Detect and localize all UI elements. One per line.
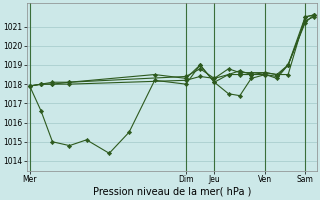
- X-axis label: Pression niveau de la mer( hPa ): Pression niveau de la mer( hPa ): [92, 187, 251, 197]
